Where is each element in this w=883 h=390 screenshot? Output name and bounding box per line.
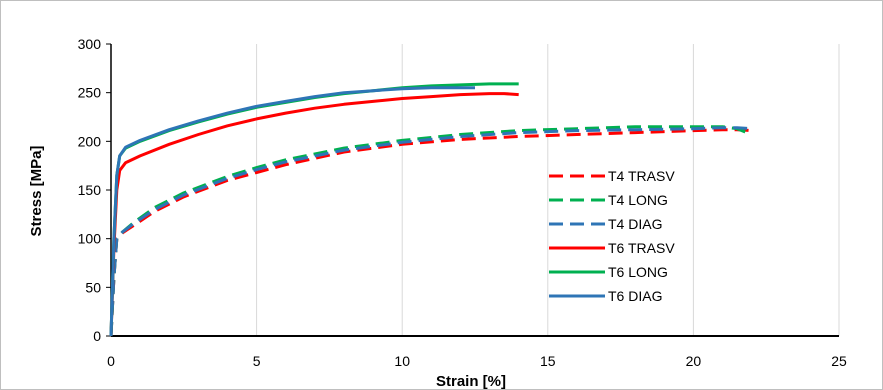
legend: T4 TRASV T4 LONG T4 DIAG T6 TRASV T6 LONG T6 … (549, 168, 675, 304)
x-tick-label: 15 (540, 353, 556, 369)
x-tick-label: 25 (831, 353, 847, 369)
series-line-t6-trasv (109, 92, 519, 337)
y-axis-title: Stress [MPa] (28, 146, 45, 237)
legend-label: T4 LONG (608, 192, 668, 208)
tick-labels: 0 50 100 150 200 250 300 0 5 10 15 20 25 (78, 36, 847, 369)
y-tick-label: 100 (78, 231, 102, 247)
x-axis-title: Strain [%] (436, 373, 506, 389)
y-tick-label: 200 (78, 133, 102, 149)
legend-label: T4 TRASV (608, 168, 675, 184)
x-tick-label: 10 (394, 353, 410, 369)
series-line-t4-diag (109, 126, 752, 337)
legend-label: T6 LONG (608, 264, 668, 280)
series-lines (109, 82, 753, 337)
y-tick-label: 300 (78, 36, 102, 52)
grid-lines (256, 44, 840, 336)
x-tick-label: 5 (253, 353, 261, 369)
legend-label: T6 DIAG (608, 288, 662, 304)
y-tick-label: 0 (93, 328, 101, 344)
x-tick-label: 0 (107, 353, 115, 369)
series-line-t4-trasv (109, 128, 752, 337)
legend-label: T4 DIAG (608, 216, 662, 232)
y-tick-label: 50 (85, 279, 101, 295)
y-tick-label: 250 (78, 85, 102, 101)
y-tick-label: 150 (78, 182, 102, 198)
series-line-t6-long (109, 82, 519, 337)
series-line-t6-diag (109, 86, 475, 337)
x-tick-label: 20 (686, 353, 702, 369)
legend-label: T6 TRASV (608, 240, 675, 256)
